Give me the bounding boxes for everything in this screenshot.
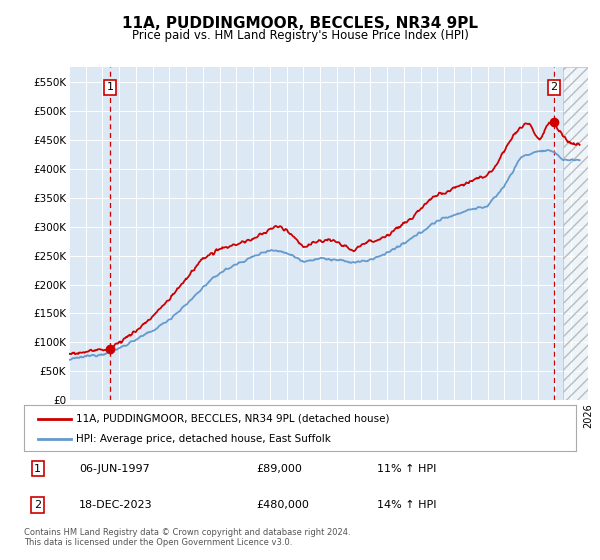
Text: 11% ↑ HPI: 11% ↑ HPI <box>377 464 437 474</box>
Bar <box>563 67 588 400</box>
Text: 14% ↑ HPI: 14% ↑ HPI <box>377 500 437 510</box>
Text: Contains HM Land Registry data © Crown copyright and database right 2024.: Contains HM Land Registry data © Crown c… <box>24 528 350 536</box>
Text: 11A, PUDDINGMOOR, BECCLES, NR34 9PL (detached house): 11A, PUDDINGMOOR, BECCLES, NR34 9PL (det… <box>76 414 390 424</box>
Text: 1: 1 <box>106 82 113 92</box>
Text: 06-JUN-1997: 06-JUN-1997 <box>79 464 150 474</box>
Text: 11A, PUDDINGMOOR, BECCLES, NR34 9PL: 11A, PUDDINGMOOR, BECCLES, NR34 9PL <box>122 16 478 31</box>
Text: HPI: Average price, detached house, East Suffolk: HPI: Average price, detached house, East… <box>76 435 331 444</box>
Text: £89,000: £89,000 <box>256 464 302 474</box>
Text: 1: 1 <box>34 464 41 474</box>
Bar <box>563 67 588 400</box>
Text: 2: 2 <box>550 82 557 92</box>
Text: 18-DEC-2023: 18-DEC-2023 <box>79 500 153 510</box>
Text: Price paid vs. HM Land Registry's House Price Index (HPI): Price paid vs. HM Land Registry's House … <box>131 29 469 42</box>
Text: 2: 2 <box>34 500 41 510</box>
Text: This data is licensed under the Open Government Licence v3.0.: This data is licensed under the Open Gov… <box>24 538 292 547</box>
Text: £480,000: £480,000 <box>256 500 309 510</box>
